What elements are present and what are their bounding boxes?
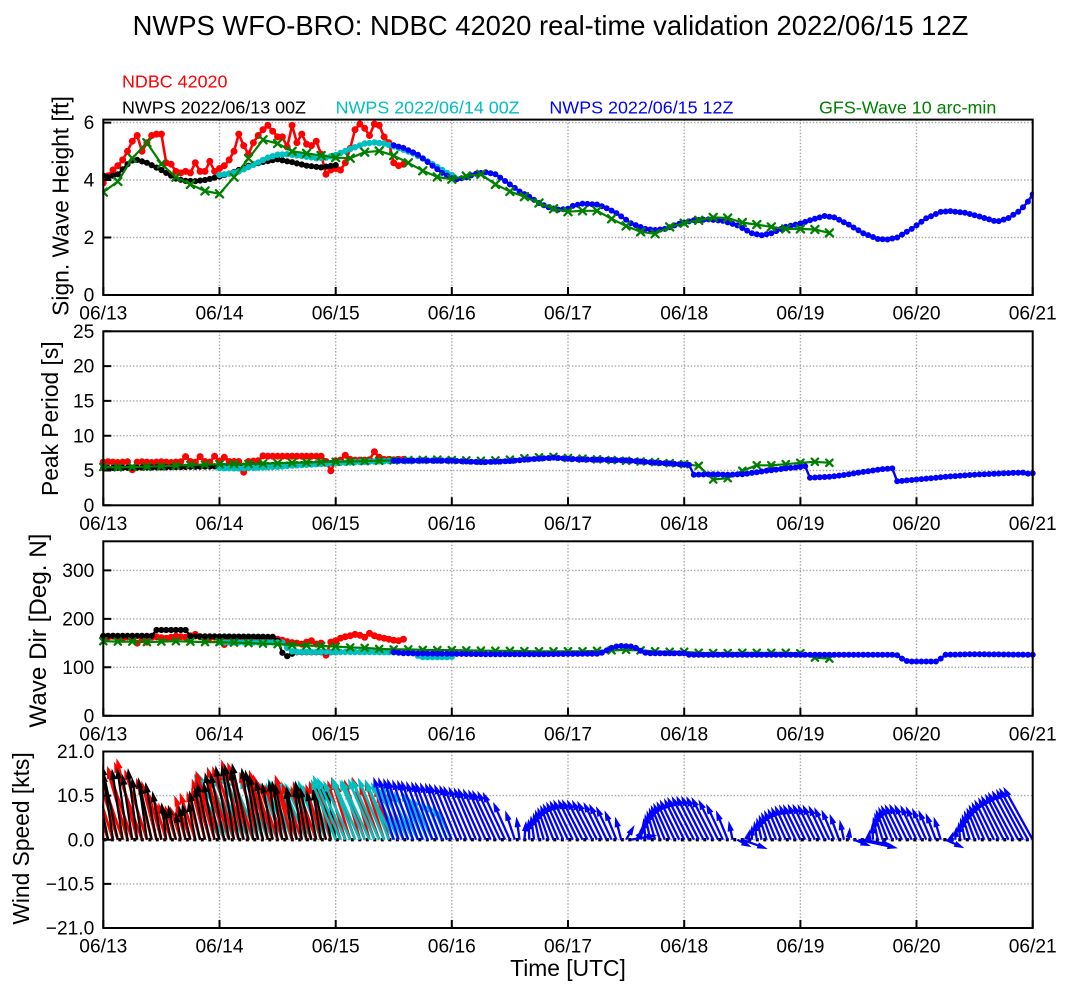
svg-text:Sign. Wave Height [ft]: Sign. Wave Height [ft]: [48, 96, 74, 316]
svg-text:4: 4: [84, 171, 95, 192]
svg-text:06/14: 06/14: [195, 514, 243, 535]
svg-text:2: 2: [84, 228, 95, 249]
svg-text:06/13: 06/13: [79, 304, 127, 325]
svg-text:10: 10: [73, 426, 94, 447]
svg-text:06/19: 06/19: [776, 304, 824, 325]
svg-text:GFS-Wave 10 arc-min: GFS-Wave 10 arc-min: [819, 97, 996, 117]
svg-text:NWPS 2022/06/13 00Z: NWPS 2022/06/13 00Z: [122, 97, 306, 117]
svg-text:06/16: 06/16: [428, 304, 476, 325]
svg-text:200: 200: [62, 610, 94, 631]
svg-text:06/14: 06/14: [195, 304, 243, 325]
svg-text:06/18: 06/18: [660, 304, 708, 325]
svg-text:100: 100: [62, 658, 94, 679]
svg-text:Wind Speed [kts]: Wind Speed [kts]: [8, 752, 34, 924]
svg-text:06/16: 06/16: [428, 514, 476, 535]
svg-text:06/19: 06/19: [776, 514, 824, 535]
svg-text:06/18: 06/18: [660, 937, 708, 958]
svg-text:06/15: 06/15: [312, 304, 360, 325]
svg-text:NWPS 2022/06/15 12Z: NWPS 2022/06/15 12Z: [549, 97, 733, 117]
svg-text:06/20: 06/20: [892, 514, 940, 535]
svg-text:06/21: 06/21: [1009, 937, 1057, 958]
svg-text:06/13: 06/13: [79, 514, 127, 535]
svg-text:−10.5: −10.5: [46, 875, 95, 896]
svg-text:0.0: 0.0: [68, 830, 95, 851]
svg-text:06/21: 06/21: [1009, 304, 1057, 325]
svg-text:06/20: 06/20: [892, 304, 940, 325]
svg-text:06/13: 06/13: [79, 724, 127, 745]
svg-text:21.0: 21.0: [57, 742, 94, 763]
svg-text:06/17: 06/17: [544, 724, 592, 745]
svg-text:06/17: 06/17: [544, 937, 592, 958]
svg-text:NWPS 2022/06/14 00Z: NWPS 2022/06/14 00Z: [336, 97, 520, 117]
svg-text:Time [UTC]: Time [UTC]: [510, 955, 626, 981]
svg-text:06/21: 06/21: [1009, 514, 1057, 535]
svg-text:06/21: 06/21: [1009, 724, 1057, 745]
svg-text:20: 20: [73, 357, 94, 378]
svg-text:300: 300: [62, 561, 94, 582]
svg-text:15: 15: [73, 392, 94, 413]
svg-text:06/20: 06/20: [892, 724, 940, 745]
svg-text:0: 0: [84, 706, 95, 727]
svg-text:06/15: 06/15: [312, 514, 360, 535]
svg-text:06/18: 06/18: [660, 514, 708, 535]
svg-text:06/15: 06/15: [312, 937, 360, 958]
svg-text:06/20: 06/20: [892, 937, 940, 958]
svg-text:0: 0: [84, 496, 95, 517]
svg-text:Wave Dir [Deg. N]: Wave Dir [Deg. N]: [25, 534, 52, 728]
svg-text:06/18: 06/18: [660, 724, 708, 745]
svg-text:06/17: 06/17: [544, 304, 592, 325]
svg-text:NDBC 42020: NDBC 42020: [122, 72, 227, 92]
svg-text:06/14: 06/14: [195, 724, 243, 745]
svg-text:6: 6: [84, 113, 95, 134]
svg-text:06/19: 06/19: [776, 937, 824, 958]
svg-text:06/15: 06/15: [312, 724, 360, 745]
svg-text:Peak Period [s]: Peak Period [s]: [37, 341, 63, 496]
svg-text:−21.0: −21.0: [46, 919, 95, 940]
svg-text:06/16: 06/16: [428, 937, 476, 958]
svg-text:06/16: 06/16: [428, 724, 476, 745]
svg-text:06/13: 06/13: [79, 937, 127, 958]
svg-text:5: 5: [84, 461, 95, 482]
svg-text:10.5: 10.5: [57, 786, 94, 807]
svg-text:25: 25: [73, 322, 94, 343]
svg-text:NWPS WFO-BRO: NDBC 42020 real-: NWPS WFO-BRO: NDBC 42020 real-time valid…: [133, 10, 969, 41]
svg-text:06/14: 06/14: [195, 937, 243, 958]
svg-text:0: 0: [84, 286, 95, 307]
svg-text:06/17: 06/17: [544, 514, 592, 535]
svg-text:06/19: 06/19: [776, 724, 824, 745]
